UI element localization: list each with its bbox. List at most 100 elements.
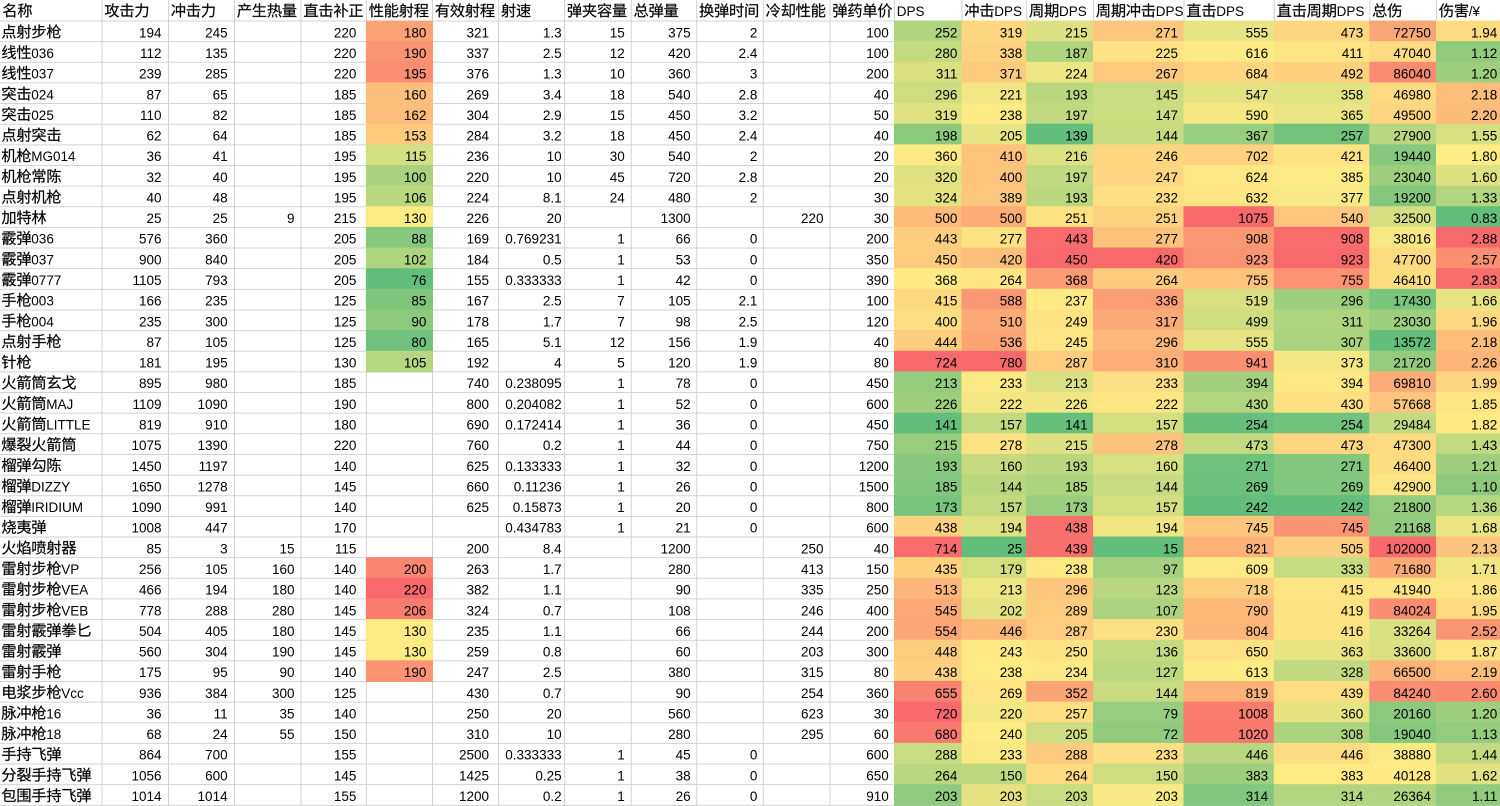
svg-text:185: 185 [334,376,357,391]
svg-text:3.2: 3.2 [739,108,758,123]
svg-text:264: 264 [1000,273,1023,288]
svg-text:232: 232 [1155,190,1178,205]
svg-text:1390: 1390 [198,438,228,453]
svg-text:29484: 29484 [1393,418,1431,433]
svg-text:0: 0 [750,232,758,247]
svg-text:25: 25 [146,211,161,226]
svg-text:2.4: 2.4 [739,46,758,61]
svg-text:755: 755 [1341,273,1364,288]
svg-text:288: 288 [1065,748,1088,763]
svg-text:220: 220 [334,46,357,61]
svg-text:547: 547 [1246,87,1269,102]
svg-text:560: 560 [139,645,162,660]
svg-text:923: 923 [1341,252,1364,267]
svg-text:311: 311 [936,67,958,82]
svg-text:200: 200 [466,541,489,556]
svg-text:184: 184 [466,252,489,267]
svg-text:450: 450 [1065,252,1088,267]
svg-text:840: 840 [205,252,228,267]
svg-text:194: 194 [139,25,162,40]
svg-text:1650: 1650 [131,479,161,494]
svg-text:206: 206 [404,603,427,618]
svg-text:400: 400 [1000,170,1023,185]
svg-text:90: 90 [676,686,691,701]
svg-text:205: 205 [334,273,357,288]
svg-text:037: 037 [31,252,54,267]
svg-text:160: 160 [1000,459,1023,474]
svg-text:250: 250 [801,541,824,556]
svg-text:473: 473 [1341,438,1364,453]
svg-text:190: 190 [272,645,295,660]
svg-text:1075: 1075 [1238,211,1268,226]
svg-text:321: 321 [466,25,489,40]
svg-text:190: 190 [404,46,427,61]
svg-text:600: 600 [205,768,228,783]
svg-text:179: 179 [1000,562,1023,577]
svg-text:195: 195 [334,190,357,205]
svg-text:2: 2 [750,25,758,40]
svg-text:DPS: DPS [897,4,925,19]
svg-text:26364: 26364 [1393,789,1431,804]
svg-text:1.95: 1.95 [1471,603,1497,618]
svg-text:380: 380 [668,665,691,680]
svg-text:1.1: 1.1 [543,583,562,598]
svg-text:0.7: 0.7 [543,603,562,618]
svg-text:720: 720 [668,170,691,185]
svg-text:435: 435 [935,562,958,577]
svg-text:0: 0 [750,748,758,763]
svg-text:125: 125 [334,686,357,701]
svg-text:25: 25 [1007,541,1022,556]
svg-text:DIZZY: DIZZY [31,479,70,494]
svg-text:287: 287 [1065,624,1088,639]
svg-text:66500: 66500 [1393,665,1431,680]
svg-text:0: 0 [750,479,758,494]
svg-text:1: 1 [617,376,625,391]
svg-text:233: 233 [1000,748,1023,763]
svg-text:413: 413 [801,562,824,577]
svg-text:7: 7 [617,294,625,309]
svg-text:2.9: 2.9 [543,108,562,123]
svg-text:15: 15 [610,108,625,123]
svg-text:215: 215 [1065,438,1088,453]
svg-text:36: 36 [146,706,161,721]
svg-text:2.5: 2.5 [543,294,562,309]
svg-text:82: 82 [213,108,228,123]
svg-text:269: 269 [466,87,489,102]
svg-text:185: 185 [334,108,357,123]
svg-text:DPS: DPS [1337,4,1365,19]
svg-text:2.5: 2.5 [739,314,758,329]
svg-text:1.44: 1.44 [1471,748,1498,763]
svg-text:450: 450 [668,108,691,123]
svg-text:135: 135 [205,46,228,61]
svg-text:910: 910 [205,418,228,433]
svg-text:224: 224 [466,190,489,205]
svg-text:2.1: 2.1 [739,294,758,309]
svg-text:145: 145 [334,645,357,660]
svg-text:421: 421 [1341,149,1364,164]
svg-text:760: 760 [466,438,489,453]
svg-text:310: 310 [466,727,489,742]
svg-text:235: 235 [466,624,489,639]
svg-text:287: 287 [1065,356,1088,371]
svg-text:85: 85 [146,541,161,556]
svg-text:140: 140 [334,562,357,577]
svg-text:247: 247 [1155,170,1178,185]
svg-text:684: 684 [1246,67,1269,82]
svg-text:337: 337 [466,46,489,61]
svg-text:DPS: DPS [1156,4,1184,19]
svg-text:144: 144 [1155,479,1178,494]
svg-text:155: 155 [334,748,357,763]
svg-text:278: 278 [1000,438,1023,453]
svg-text:19440: 19440 [1393,149,1431,164]
svg-text:220: 220 [466,170,489,185]
svg-text:375: 375 [668,25,691,40]
svg-text:443: 443 [935,232,958,247]
svg-text:555: 555 [1246,335,1269,350]
svg-text:400: 400 [866,603,889,618]
svg-text:680: 680 [935,727,958,742]
svg-text:130: 130 [404,624,427,639]
svg-text:0.5: 0.5 [543,252,562,267]
svg-text:239: 239 [139,67,162,82]
svg-text:102: 102 [404,252,427,267]
svg-text:0.133333: 0.133333 [505,459,561,474]
